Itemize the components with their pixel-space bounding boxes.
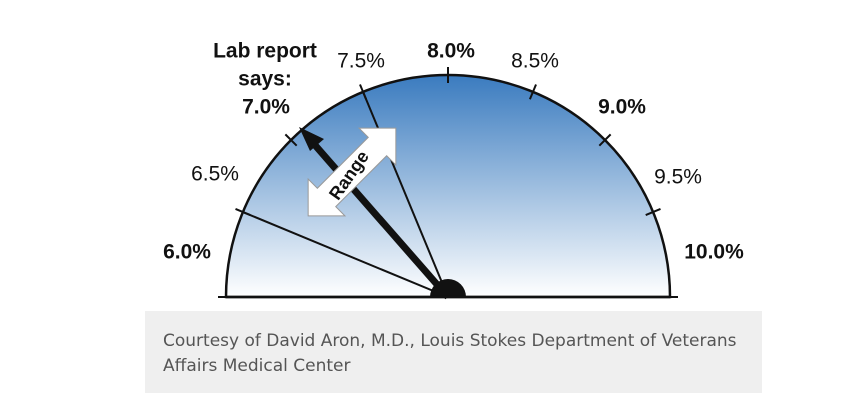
- tick-label: 9.5%: [654, 166, 702, 189]
- hub: [430, 279, 466, 297]
- pointer: [304, 133, 451, 300]
- gauge-dial: [224, 73, 672, 299]
- reading-label: Lab report: [213, 40, 317, 63]
- tick-mark: [284, 133, 298, 147]
- range-bound: [362, 91, 449, 298]
- reading-label: says:: [238, 68, 292, 91]
- tick-label: 6.5%: [191, 163, 239, 186]
- caption: Courtesy of David Aron, M.D., Louis Stok…: [145, 311, 762, 393]
- tick-mark: [645, 208, 661, 217]
- gauge-figure: Range Lab report says: 6.0%6.5%7.0%7.5% 8…: [163, 40, 744, 300]
- range-arrow: [307, 127, 397, 217]
- tick-label: 8.0%: [427, 40, 475, 63]
- tick-label: 7.0%: [242, 96, 290, 119]
- tick-label: 8.5%: [511, 50, 559, 73]
- tick-label: 9.0%: [598, 96, 646, 119]
- pointer-head: [299, 127, 324, 151]
- tick-label: 7.5%: [337, 50, 385, 73]
- range-bound: [242, 211, 449, 298]
- tick-label: 10.0%: [684, 241, 744, 264]
- tick-mark: [528, 84, 537, 100]
- tick-mark: [598, 133, 612, 147]
- tick-label: 6.0%: [163, 241, 211, 264]
